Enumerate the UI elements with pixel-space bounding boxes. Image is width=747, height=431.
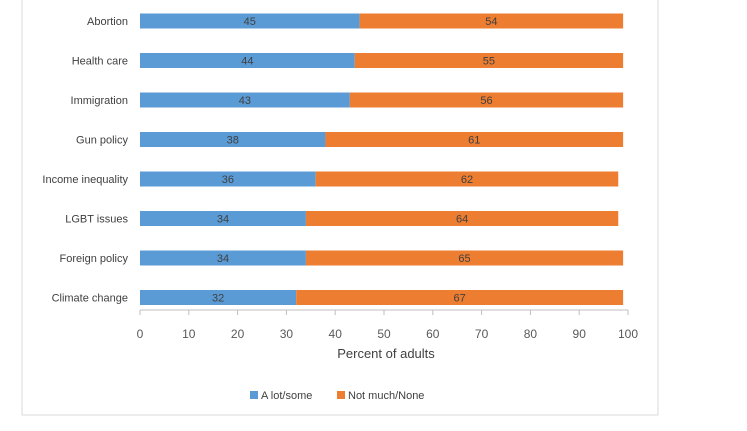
data-label: 62	[461, 174, 473, 186]
data-label: 65	[458, 253, 470, 265]
data-label: 61	[468, 135, 480, 147]
x-axis-title: Percent of adults	[337, 346, 435, 361]
legend-swatch-not-much-none	[337, 391, 345, 399]
bars-layer: Abortion 45 54 Health care 44 55 Immigration 43…	[42, 13, 624, 305]
category-label: Climate change	[52, 293, 128, 305]
data-label: 43	[239, 95, 251, 107]
bar-not-much-none	[305, 250, 624, 266]
x-tick-label: 70	[475, 327, 489, 341]
bar-not-much-none	[325, 132, 624, 147]
bar-a-lot-some	[140, 92, 350, 108]
x-tick-label: 80	[524, 327, 538, 341]
category-label: Health care	[72, 56, 128, 68]
bar-a-lot-some	[140, 53, 355, 68]
data-label: 36	[222, 174, 234, 186]
legend-swatch-a-lot-some	[250, 391, 258, 399]
x-tick-label: 30	[280, 327, 294, 341]
data-label: 54	[485, 16, 497, 28]
data-label: 38	[227, 135, 239, 147]
category-label: Gun policy	[76, 135, 128, 147]
category-label: Immigration	[71, 95, 128, 107]
bar-not-much-none	[296, 290, 624, 305]
bar-not-much-none	[359, 13, 624, 29]
x-tick-label: 40	[329, 327, 343, 341]
category-label: Income inequality	[42, 174, 128, 186]
bar-a-lot-some	[140, 171, 316, 187]
data-label: 32	[212, 293, 224, 305]
bar-not-much-none	[349, 92, 624, 108]
x-tick-label: 100	[618, 327, 638, 341]
legend-label: A lot/some	[261, 390, 312, 402]
x-tick-label: 50	[377, 327, 391, 341]
bar-a-lot-some	[140, 211, 306, 226]
x-tick-label: 10	[182, 327, 196, 341]
x-tick-label: 20	[231, 327, 245, 341]
bar-a-lot-some	[140, 290, 297, 305]
data-label: 44	[241, 56, 253, 68]
data-label: 56	[480, 95, 492, 107]
bar-not-much-none	[305, 211, 619, 226]
data-label: 34	[217, 214, 229, 226]
bar-not-much-none	[354, 53, 624, 68]
legend-label: Not much/None	[348, 390, 424, 402]
x-tick-label: 0	[137, 327, 144, 341]
data-label: 67	[454, 293, 466, 305]
data-label: 64	[456, 214, 468, 226]
x-tick-label: 90	[573, 327, 587, 341]
category-label: Foreign policy	[60, 253, 129, 265]
data-label: 55	[483, 56, 495, 68]
chart-border	[21, 0, 659, 416]
bar-a-lot-some	[140, 132, 326, 147]
bar-a-lot-some	[140, 250, 306, 266]
data-label: 34	[217, 253, 229, 265]
x-tick-label: 60	[426, 327, 440, 341]
bar-not-much-none	[315, 171, 619, 187]
axis-layer: 0 10 20 30 40 50 60 70 80 90 100	[137, 309, 638, 341]
data-label: 45	[244, 16, 256, 28]
category-label: LGBT issues	[65, 214, 128, 226]
legend: A lot/some Not much/None	[250, 390, 424, 402]
bar-a-lot-some	[140, 13, 360, 29]
category-label: Abortion	[87, 16, 128, 28]
